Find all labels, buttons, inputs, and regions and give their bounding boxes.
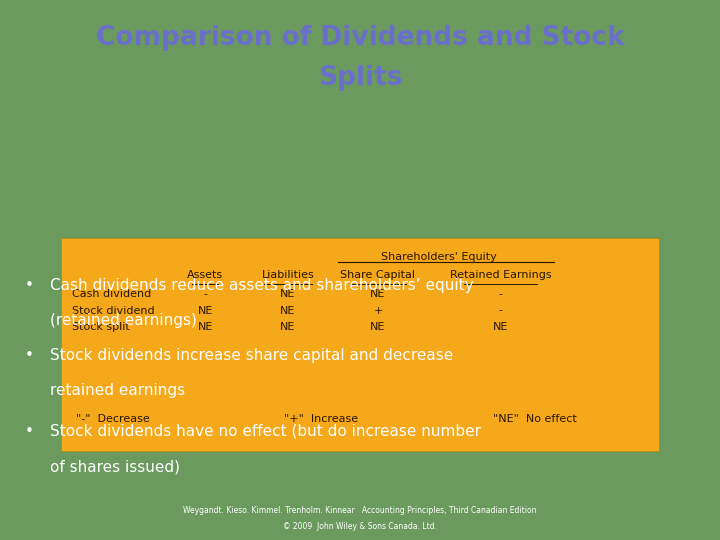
- Text: •: •: [24, 348, 33, 363]
- Text: NE: NE: [492, 322, 508, 332]
- FancyBboxPatch shape: [61, 238, 659, 451]
- Text: -: -: [203, 289, 207, 299]
- Text: Stock split: Stock split: [72, 322, 130, 332]
- Text: Stock dividends increase share capital and decrease: Stock dividends increase share capital a…: [50, 348, 454, 363]
- Text: Shareholders' Equity: Shareholders' Equity: [382, 252, 497, 261]
- Text: Liabilities: Liabilities: [261, 271, 315, 280]
- Text: Splits: Splits: [318, 65, 402, 91]
- Text: Cash dividends reduce assets and shareholders’ equity: Cash dividends reduce assets and shareho…: [50, 278, 474, 293]
- Text: NE: NE: [280, 306, 296, 315]
- Text: Share Capital: Share Capital: [341, 271, 415, 280]
- Text: (retained earnings): (retained earnings): [50, 313, 197, 328]
- Text: retained earnings: retained earnings: [50, 383, 186, 399]
- Text: -: -: [498, 289, 503, 299]
- Text: "+"  Increase: "+" Increase: [284, 414, 359, 423]
- Text: Cash dividend: Cash dividend: [72, 289, 151, 299]
- Text: NE: NE: [370, 289, 386, 299]
- Text: © 2009  John Wiley & Sons Canada. Ltd.: © 2009 John Wiley & Sons Canada. Ltd.: [283, 522, 437, 531]
- Text: NE: NE: [197, 322, 213, 332]
- Text: +: +: [373, 306, 383, 315]
- Text: NE: NE: [370, 322, 386, 332]
- Text: Assets: Assets: [187, 271, 223, 280]
- Text: "-"  Decrease: "-" Decrease: [76, 414, 149, 423]
- Text: Comparison of Dividends and Stock: Comparison of Dividends and Stock: [96, 25, 624, 51]
- Text: "NE"  No effect: "NE" No effect: [493, 414, 577, 423]
- Text: Retained Earnings: Retained Earnings: [449, 271, 552, 280]
- Text: NE: NE: [197, 306, 213, 315]
- Text: of shares issued): of shares issued): [50, 459, 181, 474]
- Text: Stock dividends have no effect (but do increase number: Stock dividends have no effect (but do i…: [50, 424, 482, 439]
- Text: NE: NE: [280, 322, 296, 332]
- Text: Weygandt. Kieso. Kimmel. Trenholm. Kinnear   Accounting Principles, Third Canadi: Weygandt. Kieso. Kimmel. Trenholm. Kinne…: [184, 506, 536, 515]
- Text: •: •: [24, 278, 33, 293]
- Text: Stock dividend: Stock dividend: [72, 306, 155, 315]
- Text: NE: NE: [280, 289, 296, 299]
- Text: •: •: [24, 424, 33, 439]
- Text: -: -: [498, 306, 503, 315]
